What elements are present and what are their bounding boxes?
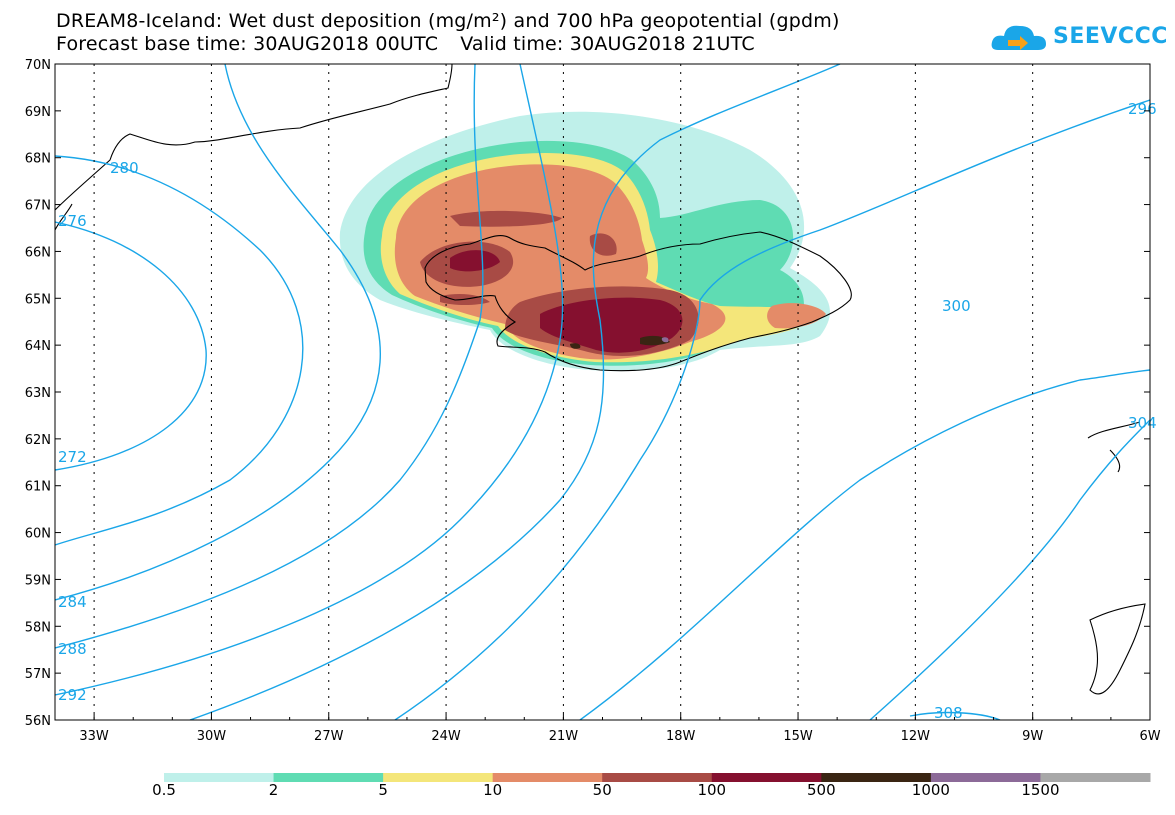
greenland-coastline	[55, 64, 453, 211]
seevccc-logo-text: SEEVCCC	[1053, 24, 1168, 49]
colorbar-swatch	[711, 773, 822, 782]
lon-label: 15W	[783, 729, 813, 744]
contour-label-284: 284	[58, 593, 87, 611]
greenland-inner-coast	[55, 203, 73, 231]
lat-label: 61N	[25, 480, 51, 495]
dust-level-100	[450, 250, 683, 353]
coastlines	[55, 64, 1146, 695]
contour-284	[55, 64, 381, 601]
lat-label: 69N	[25, 105, 51, 120]
colorbar-label: 1500	[1021, 781, 1060, 799]
valid-time: Valid time: 30AUG2018 21UTC	[460, 33, 755, 55]
map-title: DREAM8-Iceland: Wet dust deposition (mg/…	[56, 10, 840, 32]
contour-label-280: 280	[110, 159, 139, 177]
iceland-coastline	[424, 231, 852, 372]
lon-label: 33W	[79, 729, 109, 744]
colorbar-swatch	[930, 773, 1041, 782]
lat-label: 68N	[25, 152, 51, 167]
contour-304b	[869, 419, 1150, 720]
contour-296	[189, 64, 841, 720]
contour-280	[55, 155, 304, 546]
lon-label: 21W	[549, 729, 579, 744]
grid-lines	[93, 64, 1034, 720]
colorbar-label: 2	[268, 781, 279, 799]
colorbar-swatch	[383, 773, 494, 782]
dust-level-1000	[661, 337, 669, 343]
contour-288	[55, 64, 484, 649]
longitude-labels: 33W 30W 27W 24W 21W 18W 15W 12W 9W 6W	[79, 729, 1160, 744]
colorbar-swatch	[821, 773, 932, 782]
contour-label-292: 292	[58, 686, 87, 704]
colorbar-swatch	[602, 773, 713, 782]
geopotential-contours	[55, 64, 1150, 720]
lat-label: 65N	[25, 292, 51, 307]
colorbar-label: 0.5	[152, 781, 176, 799]
lat-label: 58N	[25, 620, 51, 635]
contour-300	[394, 99, 1150, 720]
lon-label: 18W	[666, 729, 696, 744]
forecast-base-time: Forecast base time: 30AUG2018 00UTC	[56, 33, 439, 55]
lat-label: 62N	[25, 433, 51, 448]
lon-label: 12W	[901, 729, 931, 744]
lon-label: 6W	[1139, 729, 1160, 744]
lat-label: 70N	[25, 58, 51, 73]
colorbar-label: 500	[807, 781, 836, 799]
lon-label: 24W	[431, 729, 461, 744]
contour-label-296: 296	[1128, 100, 1157, 118]
lon-label: 27W	[314, 729, 344, 744]
lat-label: 64N	[25, 339, 51, 354]
time-info: Forecast base time: 30AUG2018 00UTC Valid…	[56, 34, 755, 54]
colorbar-swatch	[273, 773, 384, 782]
contour-292	[55, 64, 564, 696]
lat-label: 67N	[25, 199, 51, 214]
lon-label: 30W	[197, 729, 227, 744]
contour-label-300: 300	[942, 297, 971, 315]
faroe-scotland-coast	[1087, 421, 1146, 695]
ticks	[54, 63, 1151, 721]
colorbar-label: 10	[483, 781, 503, 799]
lat-label: 59N	[25, 573, 51, 588]
contour-304	[579, 369, 1150, 720]
lon-label: 9W	[1022, 729, 1043, 744]
lat-label: 60N	[25, 527, 51, 542]
lat-label: 57N	[25, 667, 51, 682]
lat-label: 66N	[25, 245, 51, 260]
lat-label: 63N	[25, 386, 51, 401]
latitude-labels: 70N 69N 68N 67N 66N 65N 64N 63N 62N 61N 60N 59N 58N 5…	[25, 58, 51, 729]
contour-label-276: 276	[58, 212, 87, 230]
contour-label-304: 304	[1128, 414, 1157, 432]
colorbar-label: 5	[378, 781, 388, 799]
colorbar	[164, 773, 1151, 782]
colorbar-swatch	[492, 773, 603, 782]
contour-276	[55, 221, 207, 471]
contour-labels: 280 276 272 284 288 292 296 300 304 308	[58, 100, 1157, 722]
colorbar-swatch	[1040, 773, 1151, 782]
colorbar-label: 1000	[911, 781, 950, 799]
cloud-arrow-icon	[991, 25, 1046, 50]
lat-label: 56N	[25, 714, 51, 729]
contour-label-288: 288	[58, 640, 87, 658]
dust-level-500	[570, 335, 670, 349]
colorbar-label: 50	[592, 781, 612, 799]
colorbar-label: 100	[697, 781, 727, 799]
contour-label-308: 308	[934, 704, 963, 722]
colorbar-swatch	[164, 773, 275, 782]
dust-deposition-field	[339, 111, 830, 372]
contour-label-272: 272	[58, 448, 87, 466]
